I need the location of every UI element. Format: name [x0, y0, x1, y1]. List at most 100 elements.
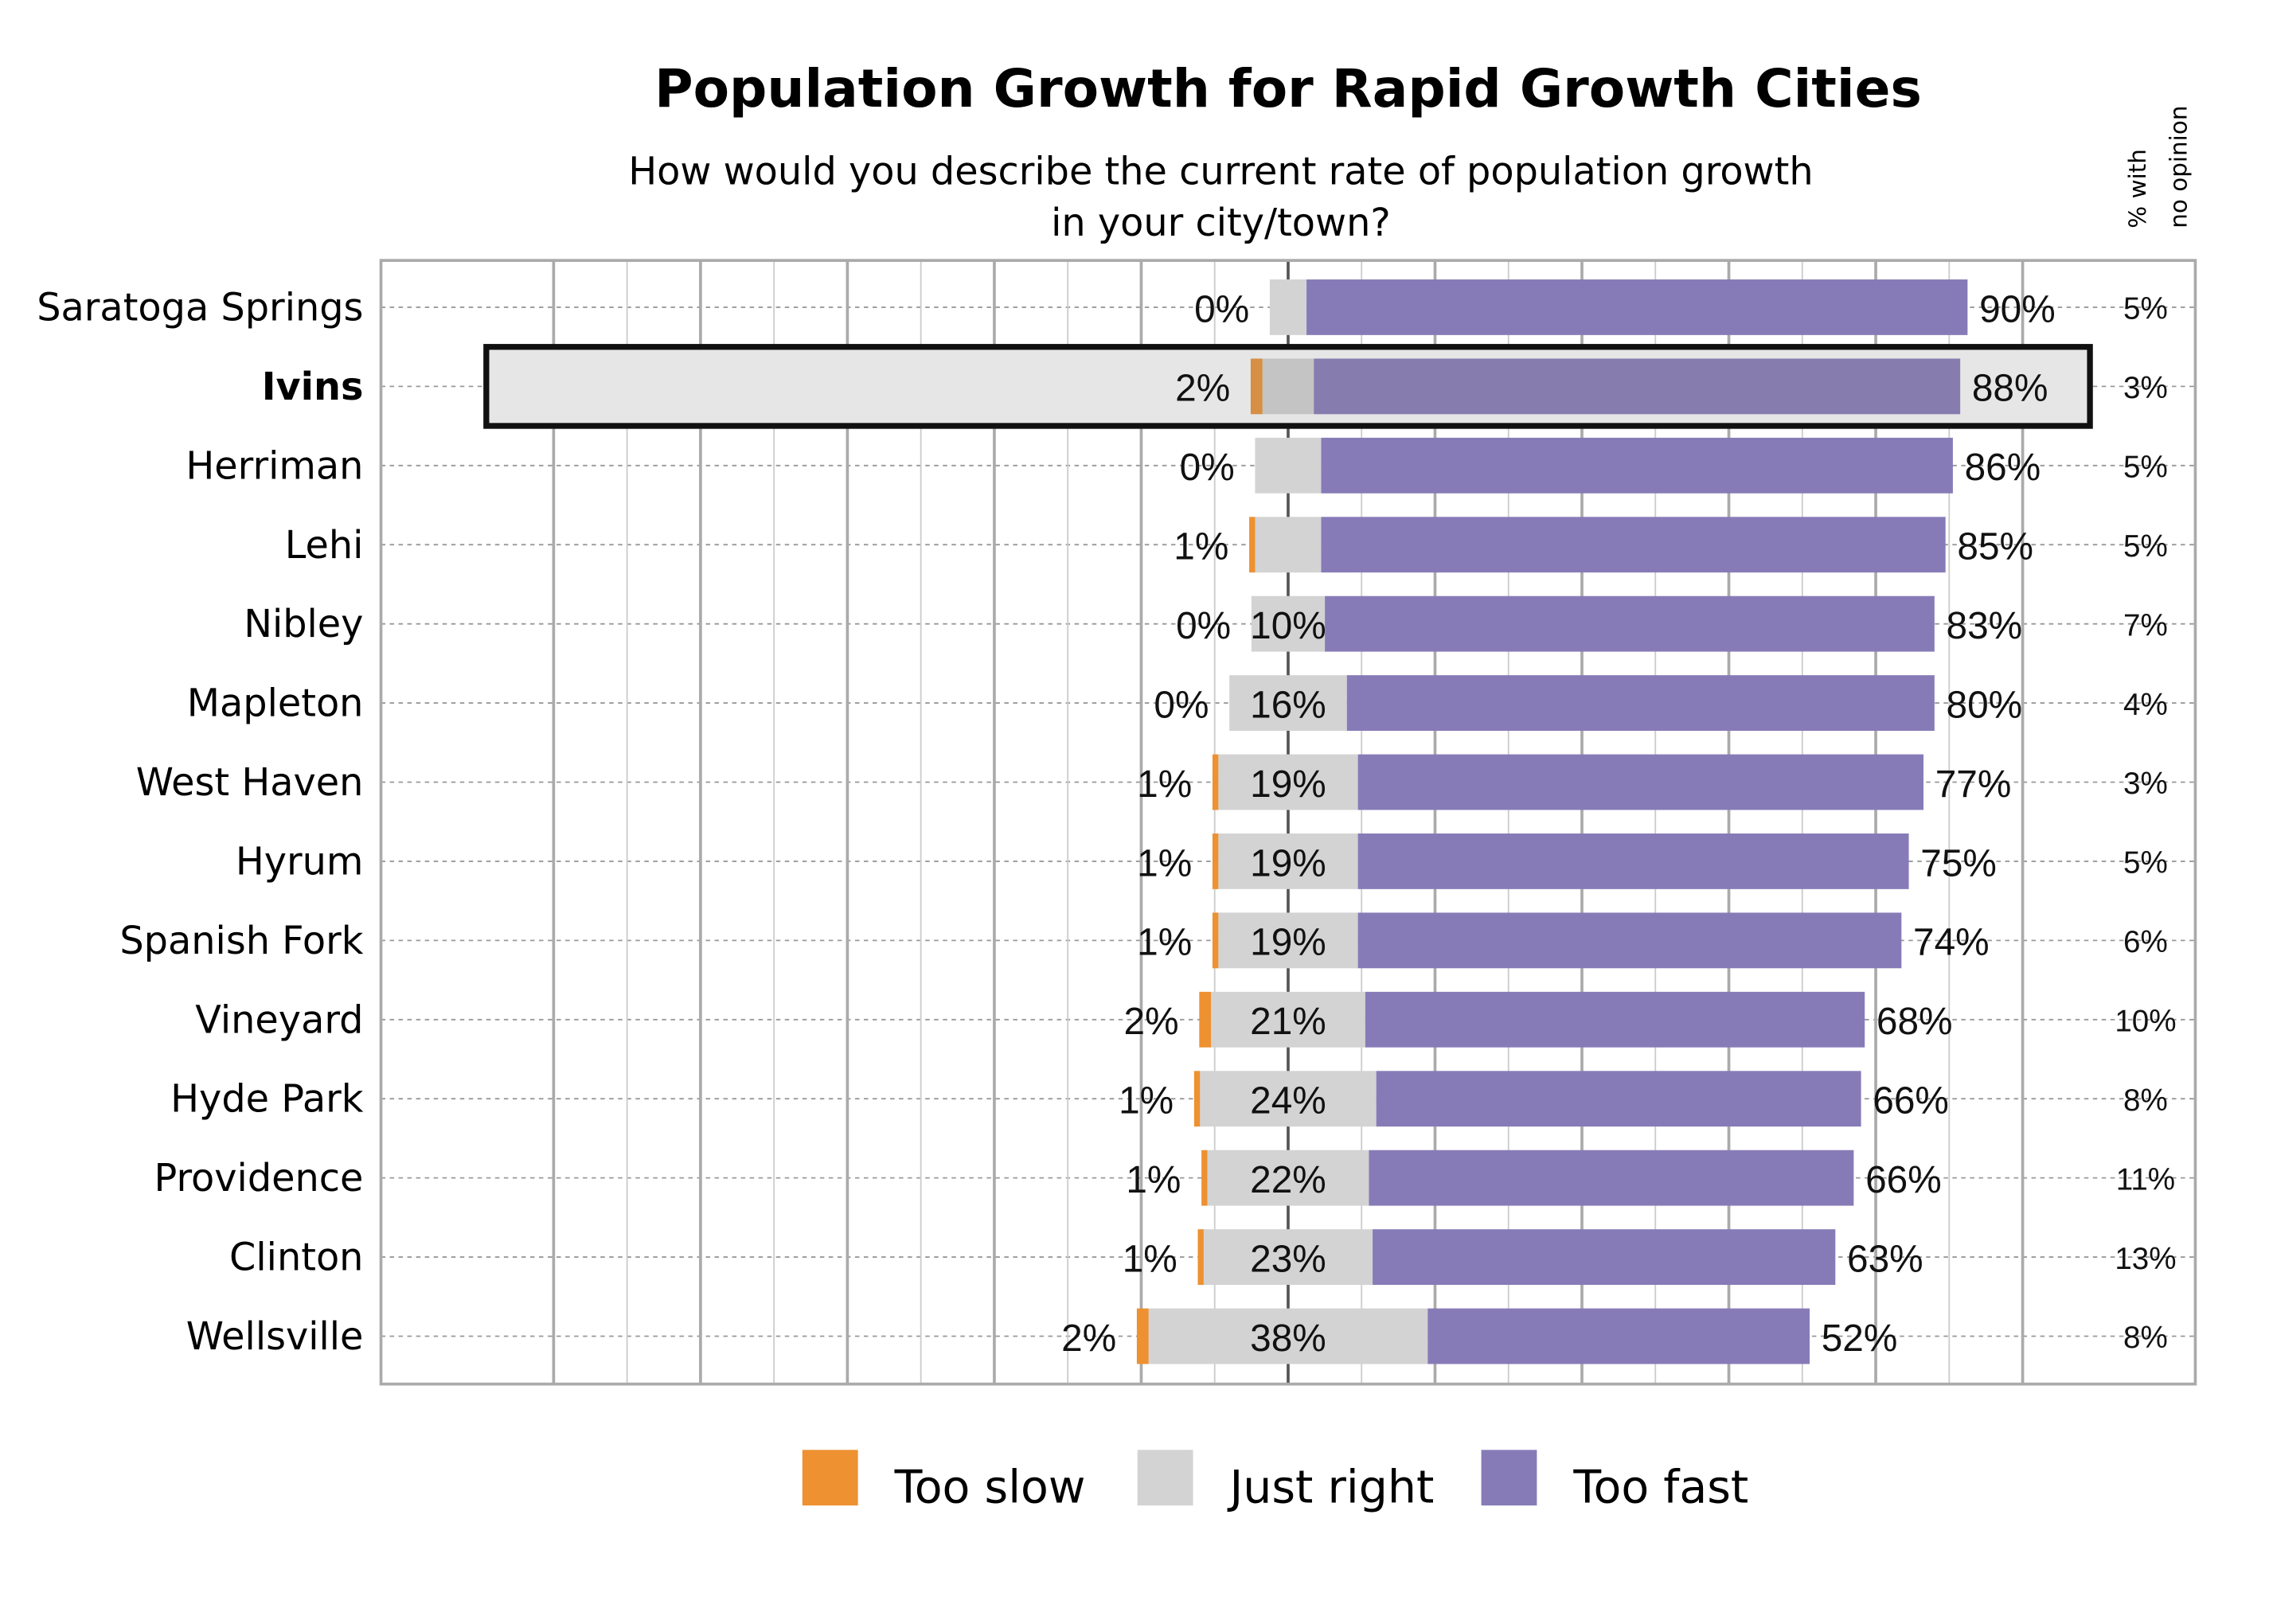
legend-label: Too fast: [1572, 1461, 1748, 1513]
category-label: Clinton: [229, 1236, 363, 1280]
category-label: Providence: [154, 1157, 364, 1200]
too-fast-label: 74%: [1913, 922, 1990, 964]
bar-too-fast: [1357, 912, 1902, 969]
bar-too-fast: [1321, 517, 1946, 573]
bar-too-slow: [1197, 1229, 1204, 1285]
no-opinion-label: 8%: [2123, 1321, 2168, 1355]
bar-too-fast: [1357, 754, 1924, 810]
too-fast-label: 77%: [1935, 763, 2012, 806]
category-label: Saratoga Springs: [37, 286, 363, 330]
too-slow-label: 1%: [1137, 922, 1192, 964]
bar-too-slow: [1136, 1308, 1149, 1364]
chart-title: Population Growth for Rapid Growth Citie…: [654, 58, 1922, 119]
bar-too-slow: [1199, 991, 1212, 1048]
just-right-label: 19%: [1250, 763, 1326, 806]
just-right-label: 24%: [1250, 1080, 1326, 1122]
bar-row: Ivins 2% 88% 3%: [262, 358, 2168, 415]
too-slow-label: 1%: [1126, 1159, 1181, 1201]
just-right-label: 22%: [1250, 1159, 1326, 1201]
category-label: Wellsville: [186, 1315, 364, 1359]
too-slow-label: 0%: [1180, 447, 1235, 489]
too-slow-label: 1%: [1123, 1238, 1177, 1280]
no-opinion-label: 5%: [2123, 451, 2168, 485]
just-right-label: 23%: [1250, 1238, 1326, 1280]
just-right-label: 10%: [1250, 605, 1326, 647]
too-slow-label: 0%: [1176, 605, 1231, 647]
category-label: Hyrum: [236, 840, 364, 884]
bar-too-slow: [1201, 1150, 1208, 1206]
too-fast-label: 68%: [1877, 1001, 1953, 1043]
no-opinion-header-line1: % with: [2124, 149, 2151, 228]
bar-too-slow: [1212, 912, 1219, 969]
too-slow-label: 1%: [1137, 842, 1192, 884]
just-right-label: 21%: [1250, 1001, 1326, 1043]
bar-row: Lehi 1% 85% 5%: [285, 517, 2168, 573]
bar-just-right: [1269, 279, 1307, 335]
too-slow-label: 1%: [1119, 1080, 1174, 1122]
category-label: Hyde Park: [170, 1078, 364, 1122]
no-opinion-label: 13%: [2115, 1242, 2176, 1276]
too-fast-label: 83%: [1947, 605, 2023, 647]
no-opinion-label: 5%: [2123, 846, 2168, 880]
bar-row: Providence 1% 22% 66% 11%: [154, 1150, 2175, 1206]
just-right-label: 19%: [1250, 842, 1326, 884]
bar-row: West Haven 1% 19% 77% 3%: [136, 754, 2168, 810]
too-slow-label: 2%: [1124, 1001, 1179, 1043]
too-fast-label: 90%: [1979, 288, 2056, 330]
legend-label: Just right: [1227, 1461, 1434, 1513]
bar-row: Clinton 1% 23% 63% 13%: [229, 1229, 2177, 1285]
no-opinion-label: 10%: [2115, 1004, 2176, 1038]
no-opinion-label: 5%: [2123, 292, 2168, 326]
bar-just-right: [1255, 437, 1322, 494]
legend-swatch: [1137, 1450, 1193, 1506]
too-fast-label: 66%: [1873, 1080, 1949, 1122]
just-right-label: 16%: [1250, 684, 1326, 726]
category-label: Mapleton: [187, 682, 364, 726]
category-label: West Haven: [136, 761, 364, 805]
bar-just-right: [1218, 833, 1358, 889]
bar-just-right: [1203, 1229, 1373, 1285]
bar-just-right: [1218, 912, 1358, 969]
bar-row: Mapleton 0% 16% 80% 4%: [187, 675, 2168, 731]
category-label: Vineyard: [195, 998, 363, 1042]
bar-too-slow: [1250, 358, 1263, 415]
bar-just-right: [1229, 675, 1347, 731]
bar-just-right: [1262, 358, 1314, 415]
too-fast-label: 85%: [1957, 526, 2033, 568]
bar-row: Hyde Park 1% 24% 66% 8%: [170, 1071, 2168, 1127]
too-slow-label: 0%: [1154, 684, 1209, 726]
no-opinion-label: 7%: [2123, 608, 2168, 642]
bar-row: Spanish Fork 1% 19% 74% 6%: [119, 912, 2168, 969]
legend-swatch: [1481, 1450, 1537, 1506]
too-slow-label: 2%: [1061, 1318, 1116, 1360]
just-right-label: 19%: [1250, 922, 1326, 964]
bar-too-fast: [1427, 1308, 1810, 1364]
bar-just-right: [1251, 595, 1326, 652]
bar-just-right: [1207, 1150, 1369, 1206]
too-slow-label: 1%: [1137, 763, 1192, 806]
bar-just-right: [1218, 754, 1358, 810]
legend-label: Too slow: [894, 1461, 1086, 1513]
bar-too-fast: [1357, 833, 1909, 889]
category-label: Herriman: [186, 444, 363, 488]
bar-row: Nibley 0% 10% 83% 7%: [244, 595, 2168, 652]
too-slow-label: 0%: [1194, 288, 1249, 330]
highlight-box: [483, 344, 2093, 429]
too-fast-label: 75%: [1920, 842, 1997, 884]
legend-swatch: [802, 1450, 858, 1506]
no-opinion-label: 3%: [2123, 371, 2168, 405]
bar-row: Herriman 0% 86% 5%: [186, 437, 2168, 494]
bar-too-fast: [1373, 1229, 1836, 1285]
bar-too-slow: [1193, 1071, 1201, 1127]
too-fast-label: 52%: [1822, 1318, 1898, 1360]
bar-too-fast: [1306, 279, 1968, 335]
too-fast-label: 88%: [1972, 368, 2048, 410]
bar-just-right: [1211, 991, 1365, 1048]
too-fast-label: 86%: [1965, 447, 2041, 489]
bar-too-fast: [1376, 1071, 1861, 1127]
no-opinion-label: 11%: [2116, 1162, 2175, 1197]
bar-row: Saratoga Springs 0% 90% 5%: [37, 279, 2168, 335]
just-right-label: 38%: [1250, 1318, 1326, 1360]
chart-subtitle-line2: in your city/town?: [1051, 201, 1391, 245]
